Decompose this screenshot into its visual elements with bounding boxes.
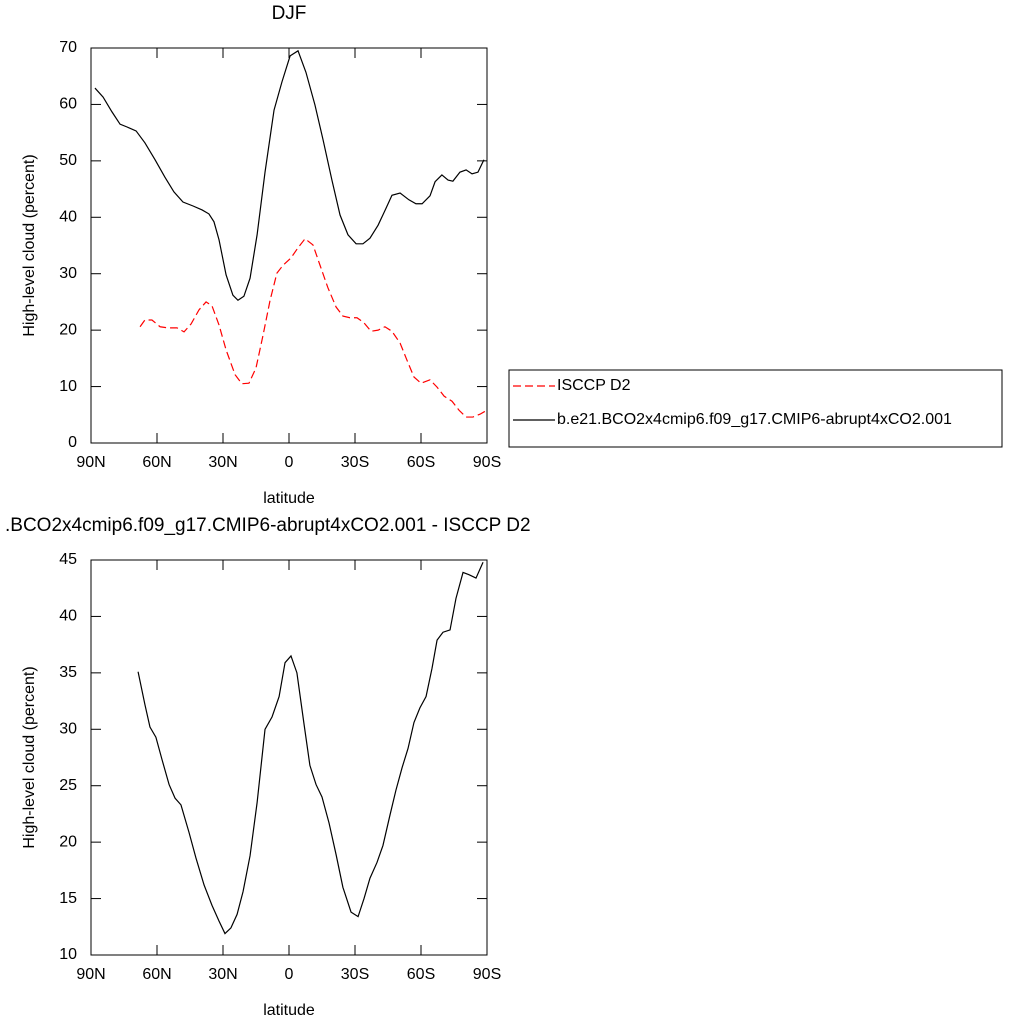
y-tick-label: 50 xyxy=(59,152,77,169)
chart-title: .BCO2x4cmip6.f09_g17.CMIP6-abrupt4xCO2.0… xyxy=(5,515,531,536)
x-tick-label: 60N xyxy=(142,966,171,983)
x-tick-label: 0 xyxy=(285,966,294,983)
y-tick-label: 20 xyxy=(59,833,77,850)
data-line xyxy=(137,562,484,935)
y-tick-label: 40 xyxy=(59,209,77,226)
x-tick-label: 90S xyxy=(473,454,501,471)
x-tick-label: 90N xyxy=(76,966,105,983)
y-tick-label: 20 xyxy=(59,321,77,338)
x-tick-label: 30S xyxy=(341,966,369,983)
y-tick-label: 0 xyxy=(68,434,77,451)
x-axis-label: latitude xyxy=(263,490,315,507)
x-axis-label: latitude xyxy=(263,1002,315,1019)
y-tick-label: 35 xyxy=(59,664,77,681)
x-tick-label: 90S xyxy=(473,966,501,983)
y-tick-label: 70 xyxy=(59,39,77,56)
x-tick-label: 0 xyxy=(285,454,294,471)
x-tick-label: 60S xyxy=(407,966,435,983)
x-tick-label: 60S xyxy=(407,454,435,471)
y-tick-label: 10 xyxy=(59,378,77,395)
plot-frame xyxy=(90,47,488,444)
x-tick-label: 30N xyxy=(208,966,237,983)
y-tick-label: 30 xyxy=(59,265,77,282)
y-axis-label: High-level cloud (percent) xyxy=(21,666,38,848)
x-tick-label: 30S xyxy=(341,454,369,471)
legend-box xyxy=(508,369,1003,448)
y-tick-label: 60 xyxy=(59,96,77,113)
y-tick-label: 10 xyxy=(59,946,77,963)
data-line xyxy=(139,237,487,418)
x-tick-label: 30N xyxy=(208,454,237,471)
x-tick-label: 90N xyxy=(76,454,105,471)
y-tick-label: 15 xyxy=(59,890,77,907)
y-tick-label: 25 xyxy=(59,777,77,794)
data-line xyxy=(94,49,485,302)
y-tick-label: 30 xyxy=(59,721,77,738)
legend-label: b.e21.BCO2x4cmip6.f09_g17.CMIP6-abrupt4x… xyxy=(557,411,952,428)
chart-title: DJF xyxy=(272,3,307,24)
y-tick-label: 45 xyxy=(59,551,77,568)
plot-frame xyxy=(90,559,488,956)
x-tick-label: 60N xyxy=(142,454,171,471)
legend-label: ISCCP D2 xyxy=(557,377,631,394)
y-tick-label: 40 xyxy=(59,608,77,625)
y-axis-label: High-level cloud (percent) xyxy=(21,154,38,336)
